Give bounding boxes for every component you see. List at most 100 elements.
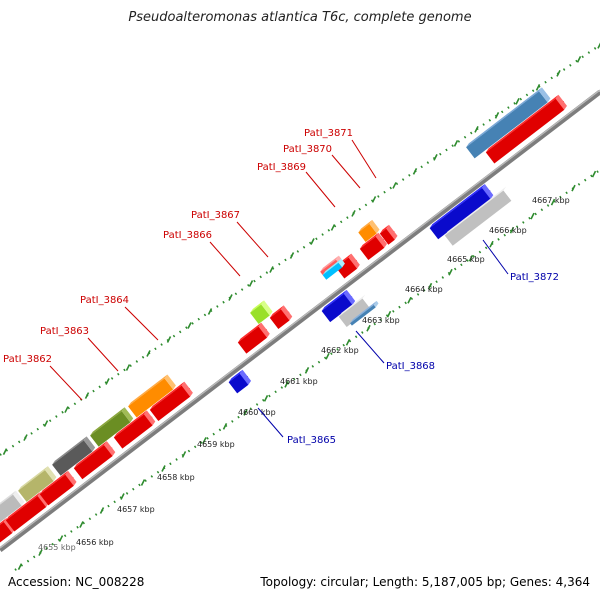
tick-mark	[489, 240, 494, 248]
tick-mark	[304, 366, 310, 374]
gene-feature	[18, 466, 57, 502]
gene-feature	[90, 407, 134, 447]
gene-feature	[0, 490, 25, 523]
tick-mark	[530, 212, 535, 220]
gene-feature	[39, 470, 77, 506]
callout-lines	[49, 139, 509, 438]
tick-mark	[38, 549, 43, 556]
scale-label: 4657 kbp	[117, 505, 155, 514]
tick-mark	[474, 126, 479, 133]
tick-mark	[161, 465, 166, 472]
tick-mark	[23, 434, 28, 441]
scale-label: 4667 kbp	[532, 196, 570, 205]
tick-mark	[330, 224, 336, 231]
gene-feature	[338, 294, 374, 328]
tick-mark	[386, 310, 392, 318]
gene-feature	[73, 441, 116, 480]
scale-label: 4664 kbp	[405, 285, 443, 294]
tick-mark	[84, 392, 90, 399]
tick-mark	[427, 282, 433, 290]
tick-mark	[64, 406, 69, 413]
scale-label: 4663 kbp	[362, 316, 400, 325]
tick-mark	[222, 423, 228, 430]
tick-mark	[407, 296, 412, 304]
gene-feature	[350, 300, 379, 326]
tick-mark	[202, 437, 207, 444]
tick-marks	[2, 42, 600, 570]
tick-mark	[43, 420, 49, 427]
tick-mark	[166, 336, 172, 343]
tick-mark	[576, 55, 582, 63]
gene-label: PatI_3862	[3, 354, 52, 365]
tick-mark	[263, 395, 269, 402]
gene-label: PatI_3868	[386, 361, 435, 372]
gene-feature	[322, 258, 345, 280]
tick-mark	[351, 210, 356, 217]
tick-mark	[284, 381, 289, 388]
gene-feature	[359, 232, 388, 261]
tick-mark	[345, 338, 351, 346]
genome-backbone-highlight	[0, 89, 600, 549]
tick-mark	[453, 140, 459, 147]
gene-label: PatI_3871	[304, 128, 353, 139]
tick-mark	[146, 350, 151, 357]
gene-feature	[379, 224, 398, 245]
tick-mark	[392, 182, 397, 189]
tick-mark	[366, 324, 371, 332]
gene-feature	[0, 517, 16, 543]
tick-mark	[448, 268, 453, 276]
scale-label: 4661 kbp	[280, 377, 318, 386]
outer-grid-ring	[0, 44, 600, 456]
tick-mark	[79, 521, 84, 528]
gene-feature	[128, 374, 176, 418]
genome-summary-text: Topology: circular; Length: 5,187,005 bp…	[260, 575, 590, 589]
scale-label-partial: 4655 kbp	[38, 543, 76, 552]
tick-mark	[181, 451, 187, 458]
tick-mark	[99, 507, 105, 514]
scale-labels: 4655 kbp 4656 kbp 4657 kbp 4658 kbp 4659…	[38, 196, 570, 552]
gene-labels: PatI_3862 PatI_3863 PatI_3864 PatI_3866 …	[3, 128, 559, 446]
gene-feature	[466, 87, 551, 159]
tick-mark	[433, 154, 438, 161]
gene-label: PatI_3864	[80, 295, 129, 306]
gene-feature	[113, 410, 156, 449]
scale-label: 4662 kbp	[321, 346, 359, 355]
gene-feature	[237, 322, 270, 354]
tick-mark	[17, 563, 23, 570]
tick-mark	[371, 196, 377, 203]
scale-label: 4658 kbp	[157, 473, 195, 482]
tick-mark	[140, 479, 146, 486]
tick-mark	[120, 493, 125, 500]
gene-label: PatI_3865	[287, 435, 336, 446]
tick-mark	[248, 280, 254, 287]
tick-mark	[325, 352, 330, 360]
gene-label: PatI_3863	[40, 326, 89, 337]
gene-feature	[228, 369, 252, 394]
tick-mark	[591, 170, 597, 178]
tick-mark	[105, 378, 110, 385]
scale-label: 4656 kbp	[76, 538, 114, 547]
tick-mark	[228, 294, 233, 301]
gene-label: PatI_3872	[510, 272, 559, 283]
scale-label: 4666 kbp	[489, 226, 527, 235]
gene-feature	[250, 300, 273, 325]
tick-mark	[58, 535, 64, 542]
tick-mark	[207, 308, 213, 315]
tick-mark	[412, 168, 418, 175]
gene-features	[0, 87, 567, 543]
tick-mark	[187, 322, 192, 329]
genome-backbone	[0, 90, 600, 552]
tick-mark	[243, 409, 248, 416]
scale-label: 4665 kbp	[447, 255, 485, 264]
accession-text: Accession: NC_008228	[8, 575, 145, 589]
tick-mark	[571, 184, 576, 192]
tick-mark	[515, 98, 520, 105]
gene-feature	[485, 94, 567, 164]
gene-feature	[149, 381, 193, 422]
gene-label: PatI_3867	[191, 210, 240, 221]
tick-mark	[310, 238, 315, 245]
gene-feature	[444, 186, 515, 246]
scale-label: 4660 kbp	[238, 408, 276, 417]
tick-mark	[535, 84, 541, 91]
